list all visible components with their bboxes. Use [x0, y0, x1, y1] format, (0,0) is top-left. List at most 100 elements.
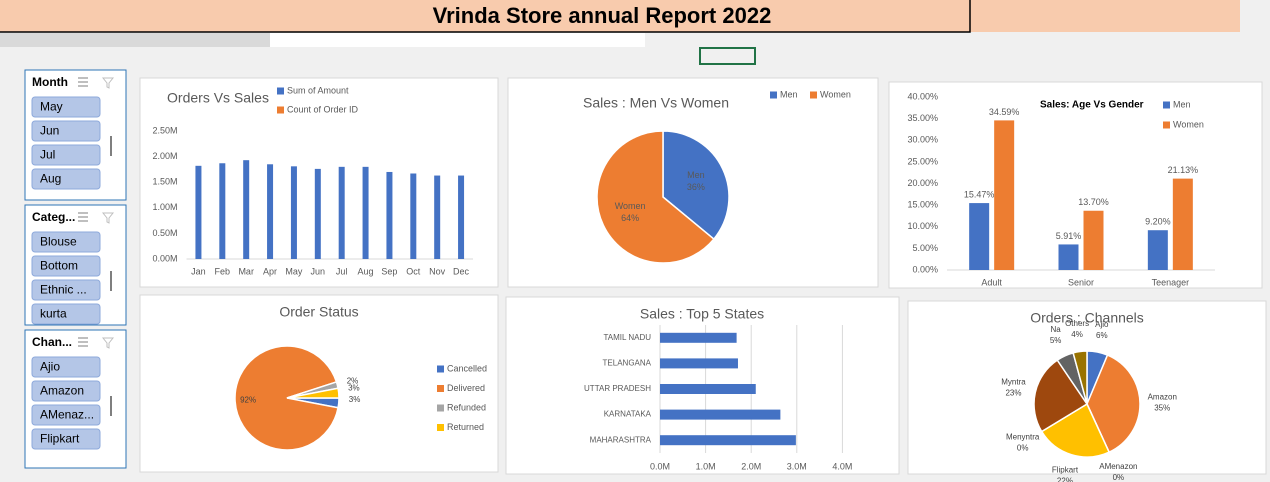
bar [195, 165, 202, 259]
clear-filter-icon[interactable] [101, 337, 115, 349]
bar [267, 164, 274, 259]
slice-value: 2% [347, 376, 359, 385]
pie-slice [1072, 350, 1088, 405]
slice-label: Myntra [1001, 378, 1026, 387]
slicer-item[interactable] [31, 231, 101, 253]
slicer-item[interactable] [31, 96, 101, 118]
slicer-item[interactable] [31, 144, 101, 166]
bar [290, 166, 297, 259]
slicer-item-label[interactable]: Ajio [40, 360, 60, 374]
slice-value: 6% [1096, 331, 1108, 340]
data-label: 13.70% [1078, 197, 1109, 207]
legend-swatch [437, 365, 444, 373]
x-tick-label: Aug [358, 266, 374, 276]
slice-value: 23% [1005, 389, 1021, 398]
slicer-item-label[interactable]: Blouse [40, 235, 77, 249]
bar [458, 175, 465, 259]
slicer-item-label[interactable]: Flipkart [40, 432, 80, 446]
slicer-item-label[interactable]: AMenaz... [40, 408, 94, 422]
legend-swatch [277, 87, 284, 95]
y-tick-label: 10.00% [907, 221, 938, 231]
x-tick-label: Sep [381, 266, 397, 276]
pie-slice [1033, 359, 1089, 433]
bar [660, 409, 781, 420]
legend-label: Cancelled [447, 363, 487, 373]
slicer-item-label[interactable]: Amazon [40, 384, 84, 398]
slicer-item-label[interactable]: Aug [40, 172, 61, 186]
bar [314, 168, 321, 259]
bar [243, 160, 250, 259]
legend-label: Men [1173, 99, 1191, 109]
slicer-icon[interactable] [78, 77, 88, 87]
legend-swatch [810, 91, 817, 99]
slicer-item-label[interactable]: Bottom [40, 259, 78, 273]
data-label: 5.91% [1056, 231, 1082, 241]
legend-swatch [437, 385, 444, 392]
slicer-item[interactable] [31, 255, 101, 277]
slicer-item-label[interactable]: Jun [40, 124, 59, 138]
legend-swatch [437, 404, 444, 412]
bar [1083, 210, 1104, 270]
selected-cell [699, 47, 756, 65]
y-tick-label: 1.00M [152, 202, 177, 212]
x-tick-label: Apr [263, 266, 277, 276]
y-tick-label: 25.00% [907, 156, 938, 166]
slicer-item-label[interactable]: Ethnic ... [40, 283, 87, 297]
slicer-icon[interactable] [78, 212, 88, 222]
data-label: 21.13% [1168, 165, 1199, 175]
slice-value: 4% [1071, 330, 1083, 339]
legend-label: Men [780, 89, 798, 99]
slicer-icon[interactable] [78, 337, 88, 347]
legend-swatch [1163, 121, 1170, 129]
y-tick-label: 0.50M [152, 228, 177, 238]
clear-filter-icon[interactable] [101, 212, 115, 224]
clear-filter-icon[interactable] [101, 77, 115, 89]
slicer-item-label[interactable]: kurta [40, 307, 67, 321]
legend-swatch [1163, 101, 1170, 109]
bar [1172, 178, 1193, 270]
slicer-item[interactable] [31, 404, 101, 426]
slicer-item[interactable] [31, 303, 101, 325]
y-tick-label: 15.00% [907, 200, 938, 210]
y-tick-label: TELANGANA [603, 359, 652, 368]
y-tick-label: 35.00% [907, 113, 938, 123]
x-tick-label: Jun [311, 266, 326, 276]
slicer-title: Month [32, 75, 68, 89]
x-tick-label: May [285, 266, 303, 276]
legend-label: Sum of Amount [287, 85, 349, 95]
y-tick-label: UTTAR PRADESH [584, 384, 651, 393]
bar [660, 332, 737, 343]
slicer-item[interactable] [31, 428, 101, 450]
slicer-item[interactable] [31, 168, 101, 190]
slice-label: Na [1051, 325, 1062, 334]
slicer-item-label[interactable]: May [40, 100, 63, 114]
legend-swatch [437, 424, 444, 431]
slice-value: 3% [348, 383, 360, 392]
slice-value: 22% [1057, 477, 1073, 482]
legend-swatch [770, 91, 777, 99]
slicer-item-label[interactable]: Jul [40, 148, 55, 162]
slicer-item[interactable] [31, 279, 101, 301]
y-tick-label: 5.00% [912, 243, 938, 253]
slice-value: 3% [349, 395, 361, 404]
pie-slice [662, 130, 730, 241]
legend-swatch [277, 106, 284, 114]
x-tick-label: Jan [191, 266, 206, 276]
bar [969, 203, 990, 270]
chart-title: Orders Vs Sales [167, 90, 269, 106]
chart-title: Sales : Top 5 States [640, 306, 764, 322]
slice-value: 36% [687, 182, 705, 192]
bar [660, 384, 756, 394]
slicer-item[interactable] [31, 380, 101, 402]
slice-label: Ajio [1095, 320, 1109, 329]
chart-title: Orders : Channels [1030, 310, 1144, 326]
sheet-strip [270, 33, 645, 47]
bar [386, 171, 393, 259]
slicer-item[interactable] [31, 120, 101, 142]
x-tick-label: Jul [336, 266, 348, 276]
slice-value: 92% [240, 396, 256, 405]
pie-slice [286, 387, 340, 399]
x-tick-label: Dec [453, 266, 470, 276]
slicer-item[interactable] [31, 356, 101, 378]
legend-label: Delivered [447, 383, 485, 393]
